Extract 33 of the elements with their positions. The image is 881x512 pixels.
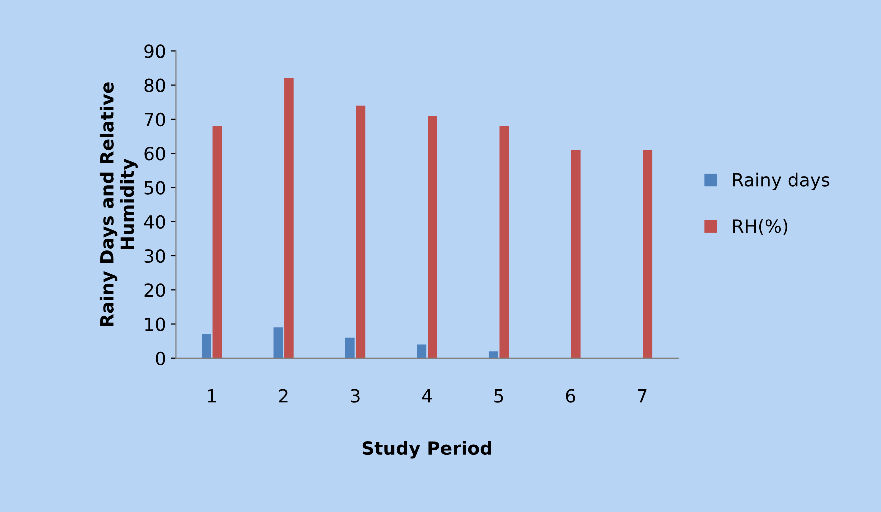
x-tick-label: 3 xyxy=(351,389,360,403)
y-tick-label: 30 xyxy=(144,249,166,264)
bar xyxy=(202,334,212,358)
y-axis-title: Rainy Days and Relative Humidity xyxy=(100,82,138,326)
x-tick-label: 6 xyxy=(566,389,576,403)
x-tick-label: 5 xyxy=(494,390,504,403)
bar xyxy=(274,328,284,358)
bar xyxy=(417,344,427,358)
x-tick-label: 4 xyxy=(422,390,432,403)
bar xyxy=(428,116,438,358)
y-tick-label: 50 xyxy=(144,181,166,195)
y-tick-label: 90 xyxy=(144,44,166,58)
y-tick-label: 10 xyxy=(145,318,166,332)
bar xyxy=(500,126,510,358)
bar xyxy=(212,126,222,358)
y-tick-label: 80 xyxy=(144,78,166,92)
x-tick-label: 1 xyxy=(208,390,216,403)
y-tick-label: 0 xyxy=(156,352,166,366)
legend-label: RH(%) xyxy=(734,219,788,236)
y-tick-label: 70 xyxy=(144,112,166,127)
y-tick-label: 20 xyxy=(144,284,166,298)
legend-label: Rainy days xyxy=(734,172,830,190)
x-tick-label: 2 xyxy=(279,389,288,403)
y-tick-label: 40 xyxy=(144,215,166,229)
bar xyxy=(643,150,653,358)
bar xyxy=(284,78,294,358)
bar xyxy=(488,352,498,358)
bar xyxy=(571,150,581,358)
bar xyxy=(356,106,366,358)
x-axis-title: Study Period xyxy=(362,441,492,459)
bar xyxy=(346,338,355,358)
y-tick-label: 60 xyxy=(144,147,166,161)
x-tick-label: 7 xyxy=(638,390,647,403)
